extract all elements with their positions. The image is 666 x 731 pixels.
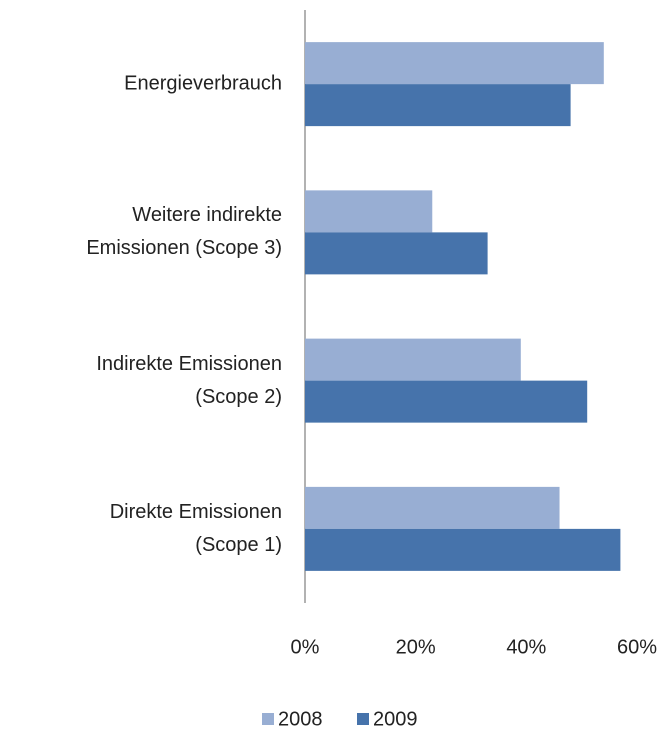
bar <box>305 528 621 571</box>
x-tick-label: 0% <box>291 636 320 658</box>
y-tick-label: Energieverbrauch <box>124 72 282 95</box>
legend-label: 2008 <box>278 708 323 730</box>
x-tick-label: 60% <box>617 636 657 658</box>
bar <box>305 42 604 85</box>
y-tick-label: Indirekte Emissionen (Scope 2) <box>96 352 282 408</box>
x-tick-label: 40% <box>506 636 546 658</box>
y-tick-label: Direkte Emissionen (Scope 1) <box>109 500 282 556</box>
bar <box>305 84 571 127</box>
legend-swatch <box>357 713 369 725</box>
y-tick-label: Weitere indirekte Emissionen (Scope 3) <box>86 204 282 260</box>
bar <box>305 380 588 423</box>
bar <box>305 232 488 275</box>
legend-swatch <box>262 713 274 725</box>
bar <box>305 486 560 529</box>
bar <box>305 338 521 381</box>
legend-label: 2009 <box>373 708 418 730</box>
bar <box>305 190 433 233</box>
x-tick-label: 20% <box>396 636 436 658</box>
